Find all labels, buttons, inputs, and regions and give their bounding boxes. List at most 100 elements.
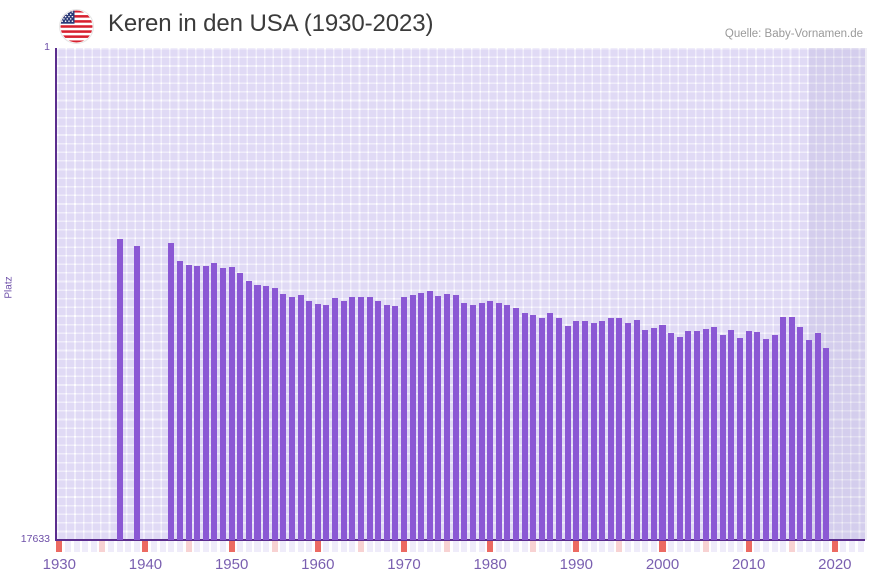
bar-1963[interactable] (340, 300, 347, 540)
bar-1943[interactable] (168, 242, 175, 540)
bar-1959[interactable] (306, 301, 313, 540)
bar-1996[interactable] (625, 323, 632, 540)
bar-1986[interactable] (538, 318, 545, 540)
bar-1966[interactable] (366, 297, 373, 540)
bar-2015[interactable] (788, 316, 795, 540)
bar-1968[interactable] (383, 304, 390, 540)
bar-2017[interactable] (805, 340, 812, 540)
bar-1977[interactable] (461, 302, 468, 540)
x-tick-2002 (676, 541, 683, 552)
bar-1972[interactable] (418, 292, 425, 540)
bar-1995[interactable] (616, 317, 623, 540)
bar-1971[interactable] (409, 294, 416, 540)
bar-1967[interactable] (375, 301, 382, 540)
bar-1946[interactable] (194, 266, 201, 540)
bar-1999[interactable] (650, 327, 657, 540)
bar-1975[interactable] (444, 294, 451, 540)
bar-1955[interactable] (271, 288, 278, 540)
bar-1961[interactable] (323, 304, 330, 540)
bar-1984[interactable] (521, 312, 528, 540)
bar-1965[interactable] (357, 297, 364, 540)
bar-2001[interactable] (668, 332, 675, 540)
x-tick-1990 (573, 541, 580, 552)
x-tick-1991 (581, 541, 588, 552)
bar-1945[interactable] (185, 264, 192, 540)
bar-1951[interactable] (237, 273, 244, 540)
x-tick-2019 (823, 541, 830, 552)
x-tick-1970 (400, 541, 407, 552)
bar-1952[interactable] (245, 280, 252, 540)
bar-1947[interactable] (202, 266, 209, 540)
bar-1983[interactable] (512, 308, 520, 540)
x-tick-2011 (754, 541, 761, 552)
x-tick-2015 (788, 541, 795, 552)
bar-1958[interactable] (297, 295, 304, 540)
bar-2003[interactable] (685, 330, 692, 540)
x-tick-1938 (125, 541, 132, 552)
bar-2006[interactable] (711, 327, 718, 540)
bar-2000[interactable] (659, 325, 666, 540)
bar-1939[interactable] (133, 246, 140, 540)
chart-header: Keren in den USA (1930-2023) Quelle: Bab… (0, 0, 873, 44)
bar-1982[interactable] (504, 304, 511, 540)
bar-1991[interactable] (581, 320, 588, 540)
x-tick-1930 (56, 541, 63, 552)
bar-1970[interactable] (400, 297, 407, 540)
bar-2010[interactable] (745, 330, 752, 540)
bar-1994[interactable] (607, 318, 614, 540)
bar-1998[interactable] (642, 330, 649, 540)
bar-2008[interactable] (728, 329, 735, 540)
x-tick-1996 (625, 541, 632, 552)
bar-1974[interactable] (435, 296, 442, 540)
x-tick-1979 (478, 541, 485, 552)
bar-2014[interactable] (780, 316, 787, 540)
bar-1989[interactable] (564, 325, 571, 540)
bar-1987[interactable] (547, 313, 554, 540)
bar-1962[interactable] (332, 297, 339, 540)
bar-1949[interactable] (220, 268, 227, 540)
bar-1992[interactable] (590, 322, 597, 540)
x-tick-1969 (392, 541, 399, 552)
bar-1969[interactable] (392, 305, 399, 540)
bar-2011[interactable] (754, 332, 761, 540)
bar-1950[interactable] (228, 267, 235, 540)
bar-1976[interactable] (452, 295, 459, 540)
bar-2012[interactable] (762, 338, 769, 540)
bar-1937[interactable] (116, 238, 123, 540)
bar-1948[interactable] (211, 262, 218, 540)
bar-1979[interactable] (478, 303, 485, 540)
bar-1960[interactable] (314, 304, 321, 540)
bar-1985[interactable] (530, 314, 537, 540)
bar-2018[interactable] (814, 333, 821, 540)
bar-1978[interactable] (469, 304, 476, 540)
bar-1957[interactable] (288, 297, 295, 540)
bar-1954[interactable] (263, 285, 270, 540)
bar-2009[interactable] (737, 337, 744, 540)
bar-1988[interactable] (556, 317, 563, 540)
x-tick-1968 (383, 541, 390, 552)
bar-1944[interactable] (176, 261, 183, 540)
bar-1973[interactable] (426, 290, 433, 540)
bar-2005[interactable] (702, 329, 709, 540)
bar-2004[interactable] (693, 331, 700, 540)
x-tick-2007 (719, 541, 726, 552)
bar-2019[interactable] (823, 347, 830, 540)
bar-1964[interactable] (349, 297, 356, 540)
bar-1981[interactable] (495, 303, 502, 540)
x-tick-1992 (590, 541, 597, 552)
bar-2016[interactable] (797, 327, 804, 540)
x-tick-1977 (461, 541, 468, 552)
bar-1997[interactable] (633, 319, 640, 540)
bar-2002[interactable] (676, 336, 683, 540)
bar-1980[interactable] (487, 301, 494, 540)
x-tick-1974 (435, 541, 442, 552)
bar-1990[interactable] (573, 320, 580, 540)
bar-1956[interactable] (280, 294, 287, 540)
x-tick-1966 (366, 541, 373, 552)
y-axis-title: Platz (3, 276, 15, 299)
bar-2013[interactable] (771, 335, 778, 540)
bar-1953[interactable] (254, 284, 261, 540)
bar-1993[interactable] (599, 320, 606, 540)
x-axis-label-1960: 1960 (301, 556, 335, 573)
bar-2007[interactable] (719, 335, 726, 540)
